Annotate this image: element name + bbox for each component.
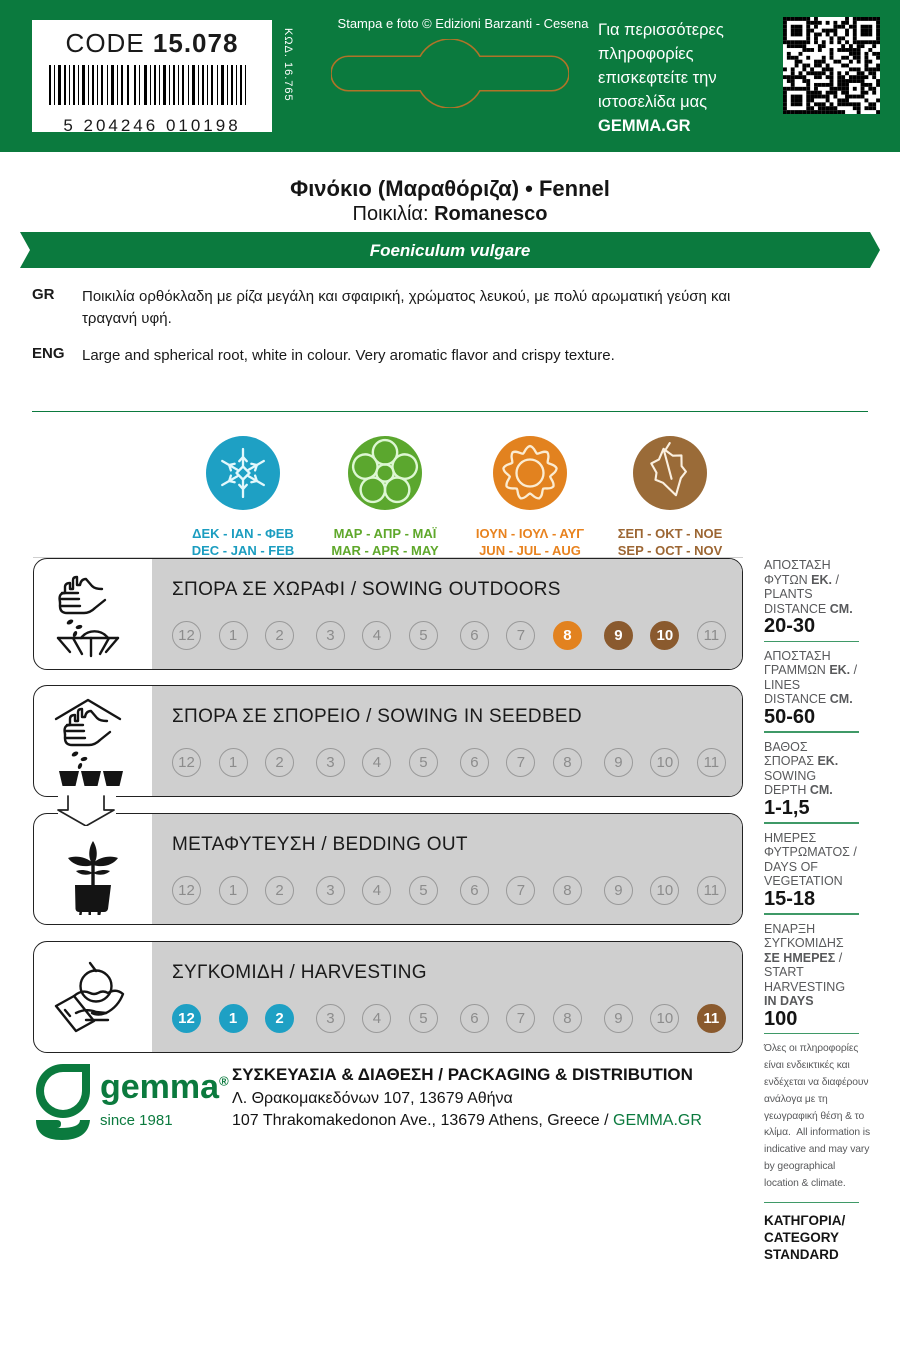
svg-text:Foeniculum vulgare: Foeniculum vulgare [370, 241, 531, 260]
